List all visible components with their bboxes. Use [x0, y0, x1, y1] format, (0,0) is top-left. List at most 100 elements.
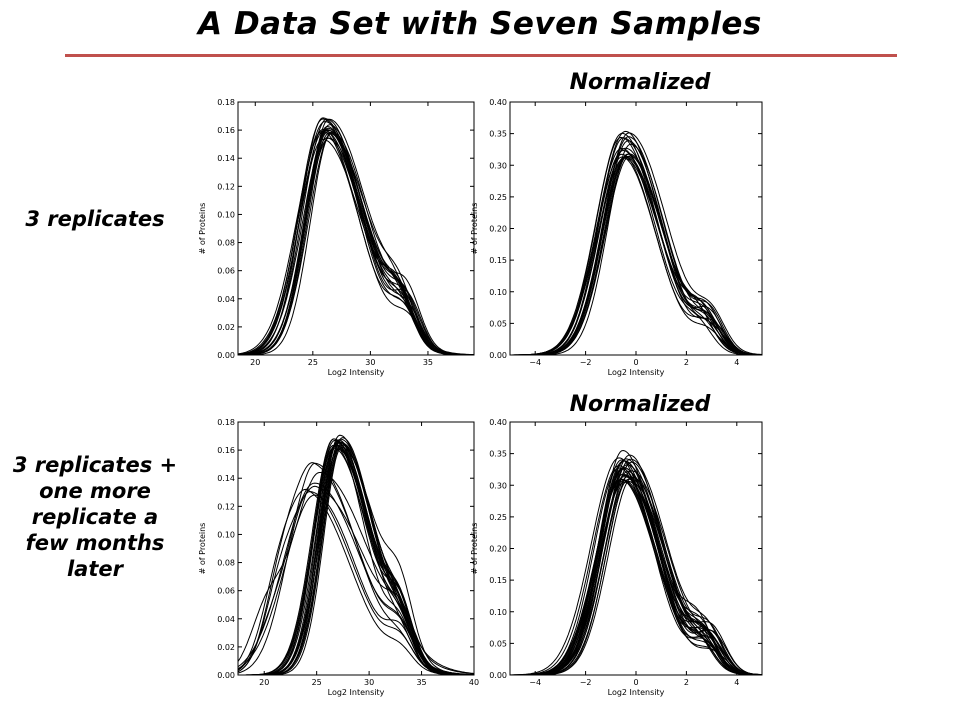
series-line — [238, 128, 474, 355]
y-axis-label: # of Proteins — [198, 203, 207, 255]
x-axis-label: Log2 Intensity — [328, 368, 385, 377]
y-tick-label: 0.40 — [489, 98, 507, 107]
series-line — [238, 138, 474, 355]
x-axis-label: Log2 Intensity — [608, 688, 665, 697]
series-line — [510, 153, 762, 355]
series-line — [238, 131, 474, 355]
series-line — [238, 118, 474, 355]
y-tick-label: 0.16 — [217, 126, 235, 135]
y-axis-label: # of Proteins — [470, 203, 479, 255]
y-tick-label: 0.15 — [489, 256, 507, 265]
series-line — [238, 130, 474, 355]
y-tick-label: 0.30 — [489, 161, 507, 170]
x-tick-label: 25 — [308, 358, 318, 367]
x-tick-label: 20 — [259, 678, 269, 687]
normalized-label-top: Normalized — [569, 70, 711, 95]
x-tick-label: 25 — [312, 678, 322, 687]
series-line — [238, 128, 474, 355]
x-tick-label: −4 — [529, 358, 541, 367]
series-line — [238, 131, 474, 355]
x-tick-label: 30 — [364, 678, 374, 687]
y-tick-label: 0.06 — [217, 587, 235, 596]
series-line — [238, 439, 474, 675]
y-tick-label: 0.10 — [217, 210, 235, 219]
y-tick-label: 0.12 — [217, 182, 235, 191]
series-line — [238, 133, 474, 355]
y-tick-label: 0.00 — [489, 351, 507, 360]
y-tick-label: 0.10 — [489, 608, 507, 617]
plot-frame — [509, 101, 763, 356]
y-tick-label: 0.04 — [217, 295, 235, 304]
y-tick-label: 0.05 — [489, 639, 507, 648]
plot-frame — [237, 101, 475, 356]
y-tick-label: 0.20 — [489, 545, 507, 554]
x-tick-label: 35 — [423, 358, 433, 367]
series-line — [510, 147, 762, 355]
series-line — [238, 126, 474, 355]
series-line — [238, 130, 474, 355]
plot-frame — [237, 421, 475, 676]
series-group — [510, 449, 762, 675]
y-axis-label: # of Proteins — [198, 523, 207, 575]
y-tick-label: 0.10 — [217, 530, 235, 539]
y-tick-label: 0.05 — [489, 319, 507, 328]
series-line — [238, 118, 474, 355]
y-tick-label: 0.16 — [217, 446, 235, 455]
normalized-distribution-plot-bottom: 0.00 0.05 0.10 0.15 0.20 0.25 0.30 0.35 0.40 −4 −2… — [470, 418, 763, 697]
series-line — [238, 444, 474, 675]
x-tick-label: −4 — [529, 678, 541, 687]
y-tick-label: 0.02 — [217, 643, 235, 652]
y-tick-label: 0.30 — [489, 481, 507, 490]
series-line — [510, 143, 762, 355]
x-tick-label: −2 — [580, 358, 592, 367]
x-tick-label: 0 — [633, 358, 638, 367]
y-tick-label: 0.25 — [489, 193, 507, 202]
y-tick-label: 0.08 — [217, 239, 235, 248]
series-line — [238, 482, 474, 675]
series-line — [238, 121, 474, 355]
y-tick-label: 0.06 — [217, 267, 235, 276]
series-group — [238, 434, 474, 675]
y-tick-label: 0.40 — [489, 418, 507, 427]
y-tick-label: 0.02 — [217, 323, 235, 332]
series-line — [510, 156, 762, 355]
y-tick-label: 0.15 — [489, 576, 507, 585]
series-line — [510, 147, 762, 355]
y-tick-label: 0.35 — [489, 130, 507, 139]
series-line — [238, 118, 474, 355]
series-line — [238, 462, 474, 675]
raw-distribution-plot-bottom: 0.00 0.02 0.04 0.06 0.08 0.10 0.12 0.14 0.16 0.18… — [198, 418, 479, 697]
series-line — [510, 478, 762, 675]
x-tick-label: 2 — [684, 358, 689, 367]
series-line — [238, 127, 474, 355]
series-line — [238, 129, 474, 355]
y-tick-label: 0.20 — [489, 225, 507, 234]
x-tick-label: 30 — [365, 358, 375, 367]
normalized-label-bottom: Normalized — [569, 392, 711, 417]
y-tick-label: 0.18 — [217, 98, 235, 107]
y-tick-label: 0.14 — [217, 474, 235, 483]
row-label-replicates: 3 replicates — [25, 207, 165, 231]
series-line — [510, 136, 762, 355]
y-tick-label: 0.00 — [217, 671, 235, 680]
y-tick-label: 0.18 — [217, 418, 235, 427]
series-line — [238, 488, 474, 675]
y-tick-label: 0.00 — [489, 671, 507, 680]
series-line — [510, 155, 762, 355]
series-line — [510, 478, 762, 675]
y-axis-label: # of Proteins — [470, 523, 479, 575]
series-line — [510, 467, 762, 675]
x-axis-label: Log2 Intensity — [608, 368, 665, 377]
series-line — [238, 485, 474, 675]
y-tick-label: 0.25 — [489, 513, 507, 522]
series-line — [510, 132, 762, 355]
y-tick-label: 0.04 — [217, 615, 235, 624]
x-tick-label: 2 — [684, 678, 689, 687]
x-tick-label: 0 — [633, 678, 638, 687]
x-tick-label: −2 — [580, 678, 592, 687]
x-tick-label: 4 — [734, 678, 739, 687]
row-label-replicates-plus-later: 3 replicates + one more replicate a few … — [12, 453, 178, 581]
series-line — [238, 132, 474, 355]
x-tick-label: 20 — [250, 358, 260, 367]
slide-title: A Data Set with Seven Samples — [198, 6, 762, 42]
